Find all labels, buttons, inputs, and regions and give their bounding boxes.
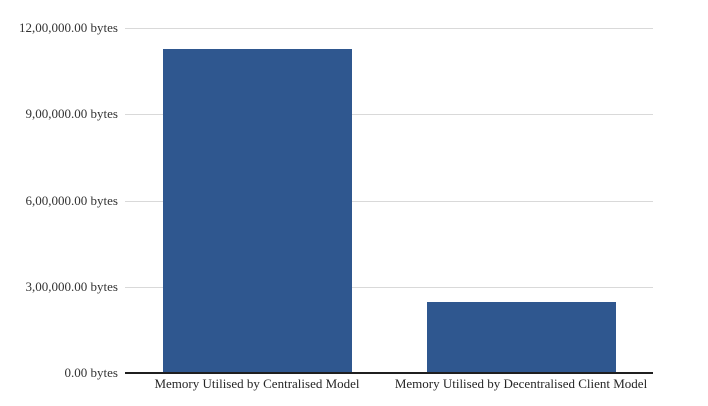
x-category-label: Memory Utilised by Centralised Model [154, 376, 360, 391]
gridline [125, 114, 653, 115]
gridline [125, 201, 653, 202]
x-axis-line [125, 372, 653, 374]
gridline [125, 28, 653, 29]
plot-area [125, 28, 653, 373]
y-tick-label: 6,00,000.00 bytes [25, 193, 118, 208]
y-tick-label: 12,00,000.00 bytes [19, 20, 118, 35]
x-category-label: Memory Utilised by Decentralised Client … [394, 376, 648, 391]
gridline [125, 287, 653, 288]
bar-2 [427, 302, 616, 373]
y-tick-label: 0.00 bytes [64, 365, 118, 380]
y-tick-label: 9,00,000.00 bytes [25, 106, 118, 121]
y-tick-label: 3,00,000.00 bytes [25, 279, 118, 294]
bar-1 [163, 49, 352, 373]
